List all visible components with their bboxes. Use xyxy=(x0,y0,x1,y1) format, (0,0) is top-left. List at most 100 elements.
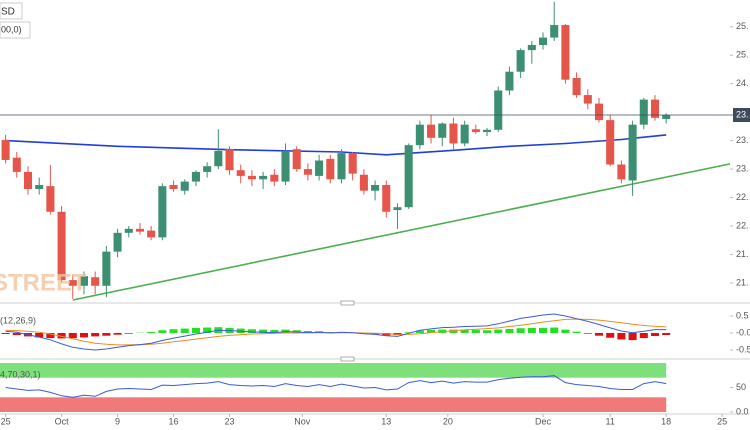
resize-handle[interactable] xyxy=(340,356,355,362)
histogram-bar xyxy=(180,328,189,333)
histogram-bar xyxy=(79,332,89,338)
indicator-box xyxy=(0,21,31,39)
histogram-bar xyxy=(449,329,458,333)
histogram-bar xyxy=(650,332,660,337)
histogram-bar xyxy=(303,330,312,333)
candle-body xyxy=(79,276,89,286)
candle-body xyxy=(180,181,189,191)
candle-body xyxy=(270,174,279,182)
candle-body xyxy=(606,120,615,165)
resize-handle[interactable] xyxy=(340,300,355,306)
rsi-label: 4,70,30,1) xyxy=(0,369,41,379)
candle-body xyxy=(650,99,660,118)
macd-label: (12,26,9) xyxy=(0,315,36,325)
y-tick-label: -0.0 xyxy=(736,327,750,337)
histogram-bar xyxy=(102,332,111,336)
candle-body xyxy=(158,186,167,238)
candle-body xyxy=(449,123,458,144)
candle-body xyxy=(225,149,234,171)
histogram-bar xyxy=(415,330,424,333)
histogram-bar xyxy=(46,332,55,339)
histogram-bar xyxy=(124,332,133,334)
histogram-bar xyxy=(236,328,245,333)
x-tick-label: Oct xyxy=(55,416,70,426)
price-label-box xyxy=(733,107,750,122)
histogram-bar xyxy=(662,332,671,336)
candle-body xyxy=(550,25,559,38)
candle-body xyxy=(91,277,100,286)
candle-body xyxy=(68,280,77,286)
y-tick-label: 0.0 xyxy=(736,406,749,416)
indicator-label: 00,0) xyxy=(1,24,22,34)
candle-body xyxy=(124,228,133,233)
y-tick-label: 50 xyxy=(736,382,746,392)
histogram-bar xyxy=(113,332,122,335)
histogram-bar xyxy=(628,332,637,341)
candle-body xyxy=(169,185,178,189)
x-tick-label: 25 xyxy=(1,416,11,426)
histogram-bar xyxy=(203,327,212,333)
candle-body xyxy=(191,171,200,182)
y-tick-label: 23. xyxy=(736,135,749,145)
candle-body xyxy=(594,103,604,121)
histogram-bar xyxy=(505,328,514,333)
macd-line xyxy=(5,313,667,351)
rsi-band xyxy=(0,363,667,378)
candle-body xyxy=(415,124,424,146)
candle-body xyxy=(203,166,212,172)
histogram-bar xyxy=(12,332,21,336)
histogram-bar xyxy=(427,329,436,333)
candle-body xyxy=(337,153,346,180)
histogram-bar xyxy=(561,329,570,333)
histogram-bar xyxy=(270,329,279,333)
candle-body xyxy=(236,170,245,176)
candle-body xyxy=(538,37,548,45)
histogram-bar xyxy=(35,332,44,338)
candle-body xyxy=(483,129,492,133)
watermark: STREET xyxy=(0,269,87,296)
histogram-bar xyxy=(68,332,77,339)
histogram-bar xyxy=(404,332,413,333)
histogram-bar xyxy=(57,332,66,339)
candle-body xyxy=(438,123,447,138)
histogram-bar xyxy=(594,332,604,336)
candle-body xyxy=(259,175,268,180)
candle-body xyxy=(12,157,21,172)
candle-body xyxy=(471,129,480,133)
y-tick-label: 25. xyxy=(736,21,749,31)
candle-body xyxy=(147,230,156,238)
histogram-bar xyxy=(583,332,592,334)
y-tick-label: 22. xyxy=(736,220,749,230)
candle-body xyxy=(527,44,536,51)
candle-body xyxy=(113,232,122,252)
candle-body xyxy=(427,124,436,138)
histogram-bar xyxy=(527,327,536,333)
histogram-bar xyxy=(247,329,256,333)
histogram-bar xyxy=(158,330,167,333)
x-tick-label: 11 xyxy=(606,416,615,426)
candle-body xyxy=(359,174,368,191)
histogram-bar xyxy=(494,329,503,333)
y-tick-label: -0.5 xyxy=(736,344,750,354)
histogram-bar xyxy=(639,332,648,339)
candle-body xyxy=(382,185,391,212)
symbol-box xyxy=(0,2,23,20)
histogram-bar xyxy=(516,328,525,333)
y-tick-label: 0.5 xyxy=(736,310,749,320)
histogram-bar xyxy=(1,332,10,335)
histogram-bar xyxy=(483,330,492,333)
candle-body xyxy=(247,175,256,180)
x-tick-label: 25 xyxy=(717,416,727,426)
y-tick-label: 25. xyxy=(736,50,749,60)
y-tick-label: 21. xyxy=(736,277,749,287)
candle-body xyxy=(639,99,648,125)
candle-body xyxy=(371,185,380,191)
histogram-bar xyxy=(91,332,100,337)
histogram-bar xyxy=(460,329,469,333)
candle-body xyxy=(404,145,413,208)
symbol: SD xyxy=(1,7,15,18)
candle-body xyxy=(572,77,581,96)
rsi-line xyxy=(5,375,667,398)
candle-body xyxy=(46,186,55,212)
